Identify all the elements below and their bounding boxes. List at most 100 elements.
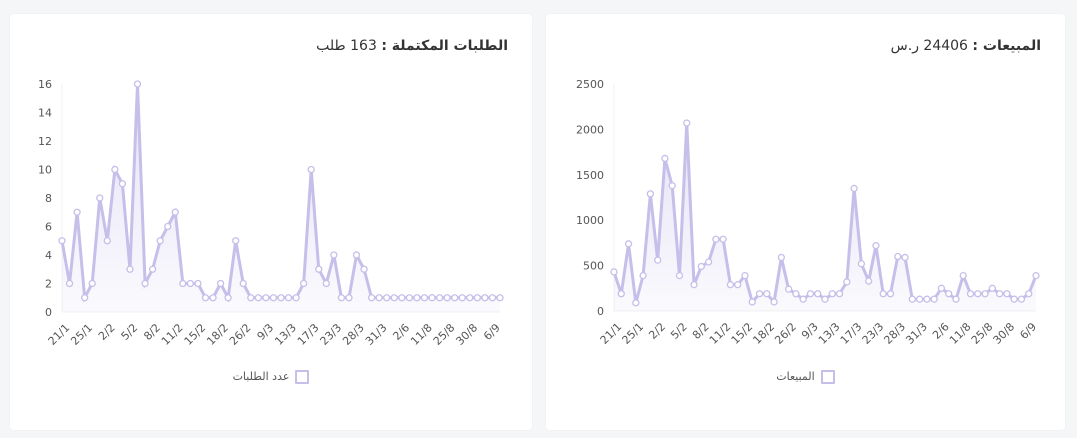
data-point [307,165,315,174]
data-point [179,279,187,288]
data-point [1025,290,1033,298]
data-point [171,208,179,216]
data-point [683,119,691,127]
x-tick-label: 17/3 [838,320,865,347]
data-point [435,294,444,302]
data-point [937,284,946,292]
data-point [690,281,698,289]
data-point [398,294,406,302]
data-point [974,290,982,298]
x-tick-label: 17/3 [295,321,322,348]
orders-title: الطلبات المكتملة : 163 طلب [316,38,508,54]
x-tick-label: 5/2 [119,321,141,343]
data-point [65,279,74,288]
x-tick-label: 28/3 [340,321,367,348]
data-point [156,237,164,245]
data-point [806,290,815,298]
data-point [966,290,975,298]
data-point [375,294,383,302]
series-area [62,84,500,312]
y-tick-label: 4 [45,249,52,262]
data-point [148,265,157,273]
data-point [224,294,232,302]
x-tick-label: 30/8 [453,321,480,348]
data-point [58,237,66,245]
data-point [981,290,989,298]
x-tick-label: 28/3 [881,320,908,347]
x-tick-label: 25/1 [620,320,647,347]
data-point [488,294,497,302]
y-tick-label: 12 [38,135,52,148]
data-point [988,284,996,292]
data-point [945,290,953,298]
x-tick-label: 13/3 [816,320,843,347]
data-point [420,294,429,302]
data-point [792,290,800,298]
data-point [239,279,247,288]
data-point [923,295,931,303]
orders-legend[interactable]: عدد الطلبات [10,370,532,384]
data-point [748,298,756,306]
data-point [668,182,676,190]
data-point [784,285,793,293]
x-tick-label: 2/2 [646,320,668,342]
data-point [741,271,749,280]
data-point [959,271,967,280]
x-tick-label: 18/2 [750,320,777,347]
data-point [300,279,308,288]
legend-swatch [295,370,310,384]
data-point [886,290,895,298]
data-point [496,294,504,302]
x-tick-label: 11/2 [707,320,734,347]
x-tick-label: 26/2 [772,320,799,347]
x-tick-label: 11/8 [408,321,435,348]
data-point [360,265,368,273]
legend-swatch [820,370,835,384]
x-tick-label: 2/2 [96,321,118,343]
data-point [73,208,81,216]
data-point [894,252,902,261]
data-point [872,241,880,250]
data-point [1010,295,1018,303]
data-point [254,294,262,302]
data-point [908,295,916,303]
data-point [269,294,278,302]
y-tick-label: 0 [45,306,52,319]
y-tick-label: 2 [45,278,52,291]
y-tick-label: 1500 [576,169,604,182]
orders-title-label: الطلبات المكتملة : [381,38,508,54]
data-point [901,253,909,262]
sales-legend[interactable]: المبيعات [546,370,1065,384]
data-point [458,294,466,302]
data-point [284,294,293,302]
x-tick-label: 13/3 [272,321,299,348]
data-point [118,180,127,188]
data-point [726,281,735,289]
data-point [405,294,414,302]
data-point [995,290,1004,298]
x-tick-label: 15/2 [729,320,756,347]
x-tick-label: 6/9 [1017,320,1039,342]
data-point [96,194,104,202]
x-tick-label: 25/8 [431,321,458,348]
data-point [617,290,625,298]
y-tick-label: 0 [597,305,604,318]
x-tick-label: 18/2 [204,321,231,348]
y-tick-label: 14 [38,107,52,120]
x-tick-label: 30/8 [991,320,1018,347]
data-point [646,190,655,198]
data-point [654,256,662,264]
x-tick-label: 5/2 [668,320,690,342]
x-tick-label: 31/3 [903,320,930,347]
data-point [201,294,210,302]
data-point [915,295,924,303]
x-tick-label: 25/8 [969,320,996,347]
data-point [209,294,217,302]
data-point [232,237,240,245]
data-point [632,299,640,307]
data-point [277,294,285,302]
x-tick-label: 21/1 [46,321,73,348]
data-point [413,294,421,302]
